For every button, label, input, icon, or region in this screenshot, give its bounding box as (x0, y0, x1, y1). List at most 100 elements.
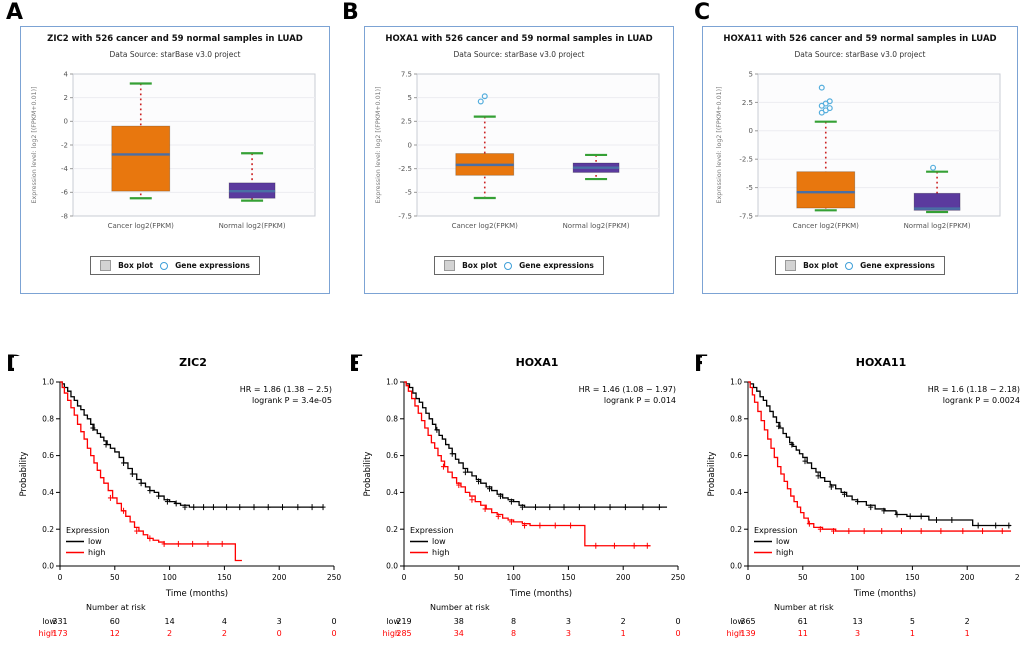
svg-text:high: high (88, 548, 105, 557)
svg-text:low: low (42, 617, 56, 626)
svg-text:-2.5: -2.5 (739, 156, 753, 164)
svg-text:0: 0 (331, 629, 336, 638)
svg-text:2: 2 (64, 94, 68, 102)
boxplot-title: ZIC2 with 526 cancer and 59 normal sampl… (47, 34, 303, 44)
svg-text:200: 200 (272, 573, 287, 582)
km-panel-zic2: ZIC2 0.0 0.2 0.4 0.6 0.8 1.0 0 50 100 150 200 250 Pr… (14, 356, 348, 660)
svg-text:0.8: 0.8 (730, 414, 742, 423)
boxplot-chart: Expression level: log2 [(FPKM+0.01)] 7.5 5… (365, 68, 673, 244)
svg-text:3: 3 (566, 629, 571, 638)
boxplot-legend-label: Box plot (803, 261, 839, 270)
svg-text:0.0: 0.0 (386, 562, 398, 571)
svg-text:Time (months): Time (months) (853, 589, 916, 599)
svg-text:2: 2 (621, 617, 626, 626)
svg-text:365: 365 (740, 617, 755, 626)
svg-text:low: low (386, 617, 400, 626)
svg-text:285: 285 (396, 629, 411, 638)
svg-text:-2: -2 (61, 141, 68, 149)
svg-text:Expression level: log2 [(FPKM+: Expression level: log2 [(FPKM+0.01)] (31, 87, 38, 204)
svg-text:HR = 1.46 (1.08 − 1.97): HR = 1.46 (1.08 − 1.97) (579, 385, 676, 394)
boxplot-legend-label: Box plot (118, 261, 154, 270)
svg-text:0: 0 (402, 573, 407, 582)
svg-text:-2.5: -2.5 (398, 165, 412, 173)
svg-text:4: 4 (222, 617, 227, 626)
svg-text:5: 5 (408, 94, 412, 102)
boxplot-legend: Box plot Gene expressions (434, 256, 604, 275)
svg-text:100: 100 (506, 573, 521, 582)
boxplot-chart: Expression level: log2 [(FPKM+0.01)] 5 2.5… (703, 68, 1017, 244)
svg-text:Cancer log2(FPKM): Cancer log2(FPKM) (108, 222, 175, 230)
svg-text:0.8: 0.8 (42, 414, 54, 423)
boxplot-panel-zic2: ZIC2 with 526 cancer and 59 normal sampl… (20, 26, 330, 294)
boxplot-swatch-icon (100, 260, 112, 271)
svg-text:50: 50 (110, 573, 120, 582)
svg-text:high: high (727, 629, 744, 638)
gene-expressions-legend-label: Gene expressions (860, 261, 935, 270)
svg-text:1.0: 1.0 (730, 378, 742, 387)
gene-expressions-circle-icon (504, 261, 513, 270)
svg-text:250: 250 (327, 573, 342, 582)
svg-text:0: 0 (331, 617, 336, 626)
svg-text:0: 0 (58, 573, 63, 582)
svg-text:-4: -4 (61, 165, 69, 173)
svg-text:0.4: 0.4 (42, 488, 54, 497)
boxplot-legend: Box plot Gene expressions (90, 256, 260, 275)
svg-text:2: 2 (167, 629, 172, 638)
svg-text:0: 0 (746, 573, 751, 582)
km-panel-hoxa1: HOXA1 0.0 0.2 0.4 0.6 0.8 1.0 0 50 100 150 200 250 P… (358, 356, 692, 660)
svg-text:Expression: Expression (754, 526, 797, 535)
svg-text:1.0: 1.0 (386, 378, 398, 387)
svg-text:low: low (730, 617, 744, 626)
svg-text:2.5: 2.5 (401, 118, 412, 126)
svg-text:5: 5 (910, 617, 915, 626)
svg-text:Normal log2(FPKM): Normal log2(FPKM) (563, 222, 630, 230)
svg-text:150: 150 (217, 573, 232, 582)
boxplot-title: HOXA11 with 526 cancer and 59 normal sam… (723, 34, 997, 44)
km-title: ZIC2 (179, 356, 207, 369)
panel-letter-b: B (342, 0, 359, 25)
svg-text:0: 0 (749, 127, 753, 135)
svg-text:1: 1 (621, 629, 626, 638)
boxplot-chart: Expression level: log2 [(FPKM+0.01)] 4 2 0 -… (21, 68, 329, 244)
svg-text:1: 1 (965, 629, 970, 638)
boxplot-title: HOXA1 with 526 cancer and 59 normal samp… (385, 34, 653, 44)
svg-text:0: 0 (64, 118, 68, 126)
svg-text:-5: -5 (405, 189, 412, 197)
svg-text:7.5: 7.5 (401, 70, 412, 78)
svg-text:low: low (432, 537, 446, 546)
svg-text:14: 14 (165, 617, 175, 626)
svg-text:0.6: 0.6 (386, 451, 398, 460)
svg-text:Time (months): Time (months) (165, 589, 228, 599)
svg-text:0: 0 (277, 629, 282, 638)
svg-text:0.6: 0.6 (42, 451, 54, 460)
svg-text:Probability: Probability (707, 452, 717, 497)
svg-text:HR = 1.6 (1.18 − 2.18): HR = 1.6 (1.18 − 2.18) (928, 385, 1020, 394)
svg-text:50: 50 (454, 573, 464, 582)
svg-text:0.4: 0.4 (730, 488, 742, 497)
svg-text:-6: -6 (61, 189, 69, 197)
svg-text:1.0: 1.0 (42, 378, 54, 387)
svg-text:Probability: Probability (363, 452, 373, 497)
panel-letter-a: A (6, 0, 24, 25)
svg-text:0.2: 0.2 (42, 525, 54, 534)
svg-text:8: 8 (511, 629, 516, 638)
boxplot-swatch-icon (444, 260, 456, 271)
svg-text:250: 250 (1015, 573, 1020, 582)
svg-text:Expression: Expression (66, 526, 109, 535)
svg-text:0: 0 (675, 617, 680, 626)
boxplot-subtitle: Data Source: starBase v3.0 project (453, 50, 585, 59)
svg-text:Expression level: log2 [(FPKM+: Expression level: log2 [(FPKM+0.01)] (716, 87, 723, 204)
svg-text:200: 200 (960, 573, 975, 582)
svg-text:low: low (776, 537, 790, 546)
svg-text:150: 150 (905, 573, 920, 582)
svg-text:61: 61 (798, 617, 808, 626)
svg-text:3: 3 (566, 617, 571, 626)
svg-text:173: 173 (52, 629, 67, 638)
boxplot-panel-hoxa1: HOXA1 with 526 cancer and 59 normal samp… (364, 26, 674, 294)
svg-text:11: 11 (798, 629, 808, 638)
svg-text:0.2: 0.2 (386, 525, 398, 534)
svg-text:250: 250 (671, 573, 686, 582)
boxplot-subtitle: Data Source: starBase v3.0 project (109, 50, 241, 59)
